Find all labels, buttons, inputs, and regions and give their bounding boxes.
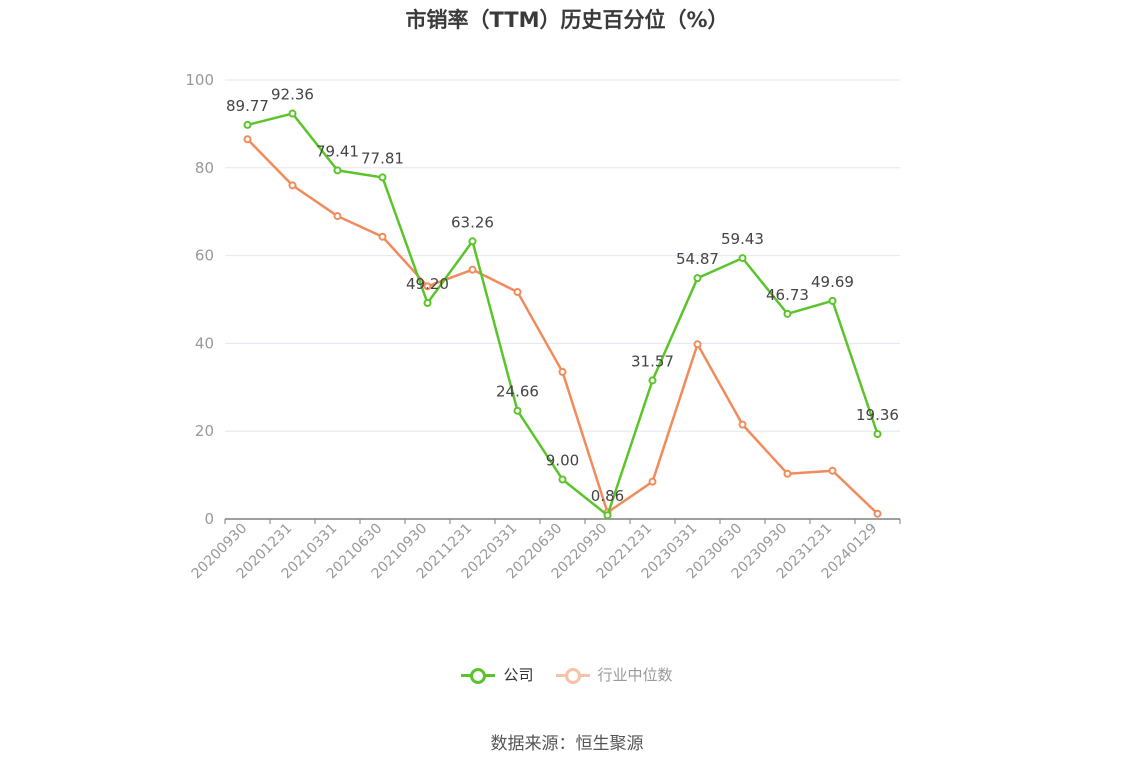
data-label: 63.26: [451, 213, 494, 231]
data-point-company: [828, 296, 837, 305]
data-point-industry-median: [693, 340, 702, 349]
data-label: 59.43: [721, 230, 764, 248]
data-point-industry-median: [513, 288, 522, 297]
legend-industry-marker: [555, 667, 590, 684]
data-point-industry-median: [873, 509, 882, 518]
data-point-company: [738, 254, 747, 263]
data-point-industry-median: [333, 212, 342, 221]
legend: 公司 行业中位数: [0, 664, 1134, 685]
data-point-company: [378, 173, 387, 182]
y-tick-label: 60: [195, 247, 214, 265]
data-point-industry-median: [738, 420, 747, 429]
legend-company-label: 公司: [503, 666, 534, 684]
data-point-industry-median: [648, 477, 657, 486]
data-label: 9.00: [546, 451, 579, 469]
data-point-industry-median: [558, 367, 567, 376]
legend-industry-label: 行业中位数: [597, 666, 673, 684]
data-point-company: [783, 309, 792, 318]
data-label: 31.57: [631, 352, 674, 370]
data-label: 49.69: [811, 273, 854, 291]
data-point-company: [468, 237, 477, 246]
data-label: 77.81: [361, 149, 404, 167]
data-point-company: [603, 511, 612, 520]
data-point-industry-median: [243, 135, 252, 144]
data-label: 19.36: [856, 406, 899, 424]
data-point-company: [513, 406, 522, 415]
data-point-company: [423, 299, 432, 308]
data-point-industry-median: [828, 466, 837, 475]
data-label: 49.20: [406, 275, 449, 293]
y-tick-label: 40: [195, 334, 214, 352]
data-label: 92.36: [271, 86, 314, 104]
data-point-company: [558, 475, 567, 484]
data-label: 24.66: [496, 383, 539, 401]
data-label: 0.86: [591, 487, 624, 505]
data-point-industry-median: [783, 469, 792, 478]
data-point-industry-median: [423, 282, 432, 291]
data-source: 数据来源：恒生聚源: [490, 734, 644, 754]
legend-item-industry-median[interactable]: 行业中位数: [555, 664, 673, 685]
legend-company-marker: [461, 667, 496, 684]
legend-item-company[interactable]: 公司: [461, 664, 534, 685]
data-label: 46.73: [766, 286, 809, 304]
y-tick-label: 20: [195, 422, 214, 440]
data-point-company: [873, 430, 882, 439]
data-point-industry-median: [468, 265, 477, 274]
data-point-company: [648, 376, 657, 385]
data-point-company: [693, 274, 702, 283]
data-label: 54.87: [676, 250, 719, 268]
y-tick-label: 0: [204, 510, 214, 528]
data-point-industry-median: [288, 181, 297, 190]
data-point-company: [243, 120, 252, 129]
y-tick-label: 100: [185, 71, 214, 89]
data-label: 89.77: [226, 97, 269, 115]
data-point-company: [333, 166, 342, 175]
y-tick-label: 80: [195, 159, 214, 177]
data-point-company: [288, 109, 297, 118]
chart-title: 市销率（TTM）历史百分位（%）: [405, 8, 729, 32]
data-point-industry-median: [378, 232, 387, 241]
data-label: 79.41: [316, 142, 359, 160]
